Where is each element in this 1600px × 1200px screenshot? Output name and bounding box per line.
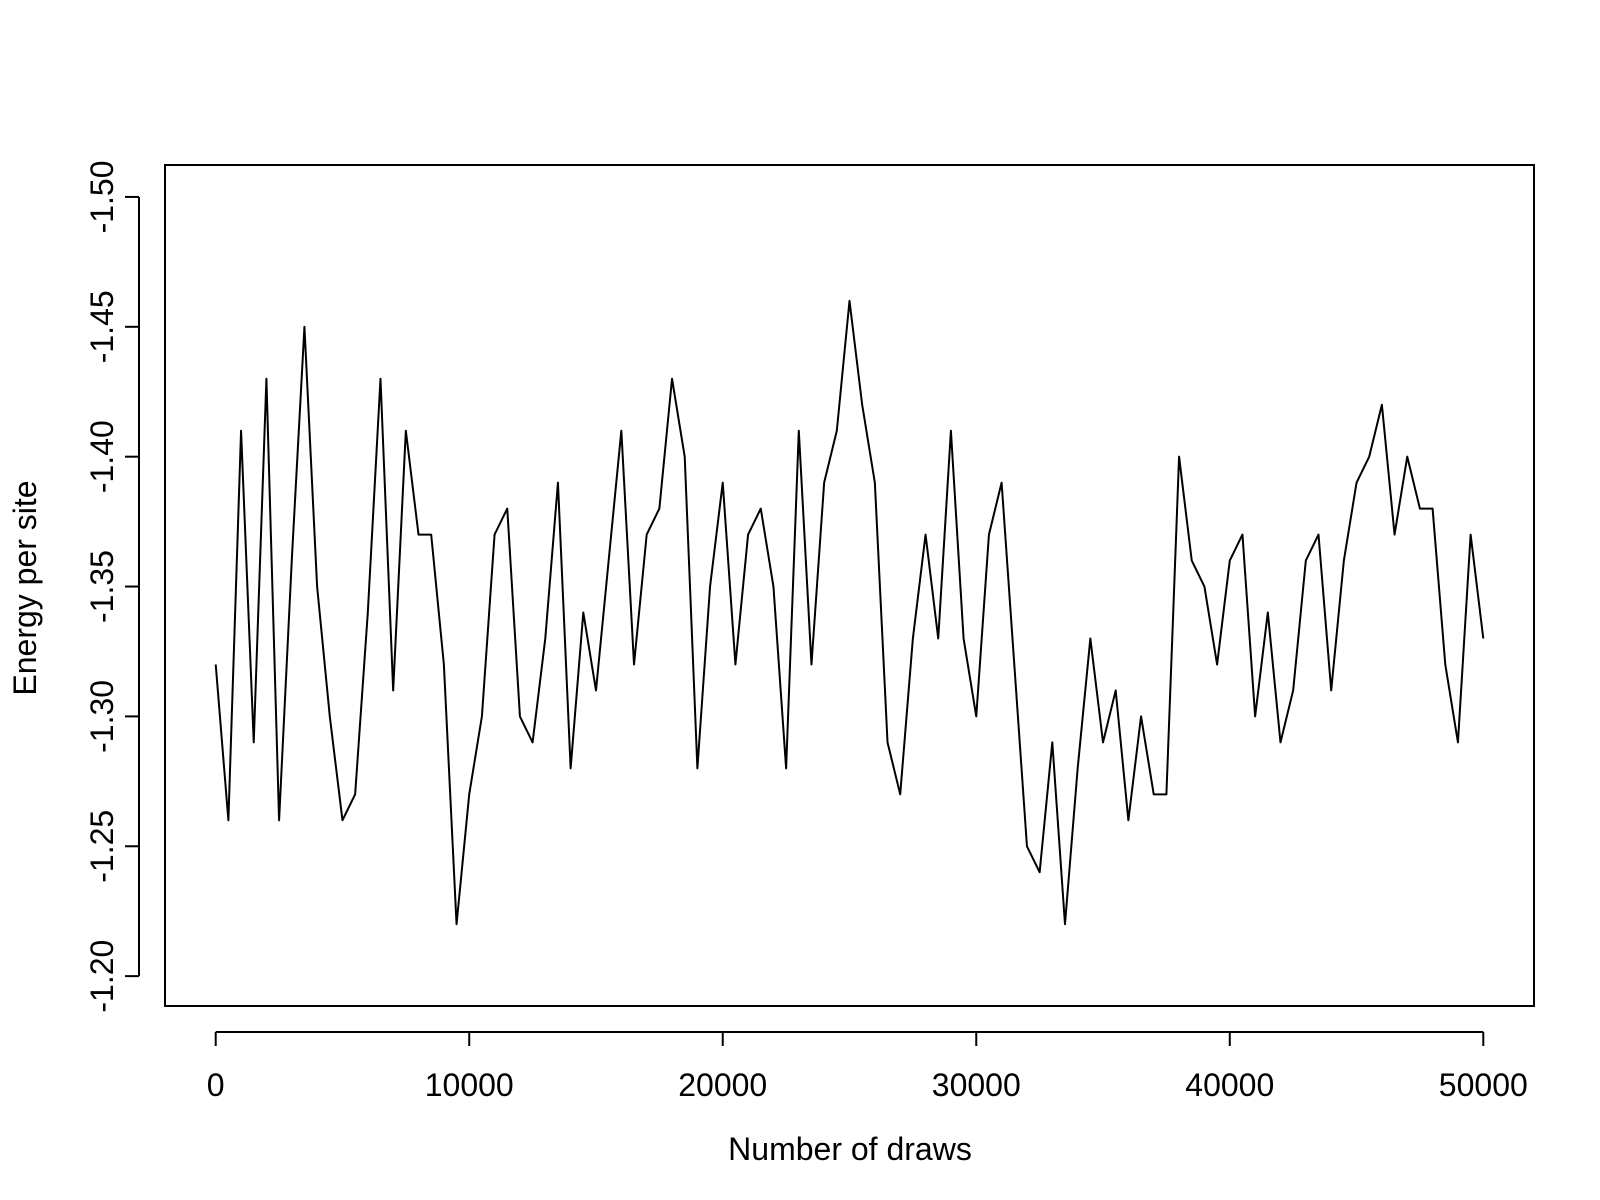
x-tick-label: 20000 [678,1067,767,1103]
y-tick-label: -1.50 [84,160,120,233]
y-axis-label: Energy per site [7,480,43,695]
x-axis-label: Number of draws [728,1131,972,1167]
y-tick-label: -1.35 [84,550,120,623]
x-tick-label: 50000 [1439,1067,1528,1103]
y-tick-label: -1.20 [84,940,120,1013]
x-tick-label: 0 [207,1067,225,1103]
y-tick-label: -1.25 [84,810,120,883]
y-tick-label: -1.45 [84,290,120,363]
trace-line [214,299,1485,926]
x-tick-label: 40000 [1185,1067,1274,1103]
y-tick-label: -1.40 [84,420,120,493]
x-tick-label: 30000 [932,1067,1021,1103]
y-tick-label: -1.30 [84,680,120,753]
plot-frame [164,164,1535,1007]
x-tick-label: 10000 [425,1067,514,1103]
